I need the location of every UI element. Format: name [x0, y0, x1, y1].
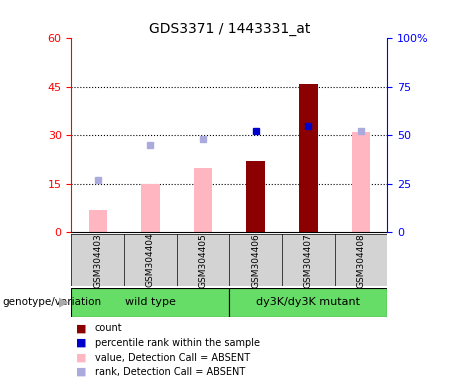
- Text: count: count: [95, 323, 122, 333]
- Text: GSM304405: GSM304405: [199, 233, 207, 288]
- Text: value, Detection Call = ABSENT: value, Detection Call = ABSENT: [95, 353, 249, 362]
- Text: GSM304407: GSM304407: [304, 233, 313, 288]
- Text: ■: ■: [76, 367, 87, 377]
- Text: GSM304404: GSM304404: [146, 233, 155, 288]
- Bar: [229, 288, 387, 317]
- Bar: [89, 210, 107, 232]
- Text: ■: ■: [76, 353, 87, 362]
- Bar: [352, 132, 370, 232]
- Bar: [194, 168, 212, 232]
- Text: GSM304408: GSM304408: [356, 233, 366, 288]
- Title: GDS3371 / 1443331_at: GDS3371 / 1443331_at: [148, 22, 310, 36]
- Bar: [141, 184, 160, 232]
- Text: dy3K/dy3K mutant: dy3K/dy3K mutant: [256, 297, 361, 308]
- Text: genotype/variation: genotype/variation: [2, 297, 101, 307]
- Text: rank, Detection Call = ABSENT: rank, Detection Call = ABSENT: [95, 367, 245, 377]
- Text: ■: ■: [76, 323, 87, 333]
- Bar: [71, 288, 230, 317]
- Text: GSM304403: GSM304403: [93, 233, 102, 288]
- Text: percentile rank within the sample: percentile rank within the sample: [95, 338, 260, 348]
- Bar: [299, 84, 318, 232]
- Bar: [247, 161, 265, 232]
- Text: wild type: wild type: [125, 297, 176, 308]
- Text: ▶: ▶: [59, 296, 69, 309]
- Text: ■: ■: [76, 338, 87, 348]
- Text: GSM304406: GSM304406: [251, 233, 260, 288]
